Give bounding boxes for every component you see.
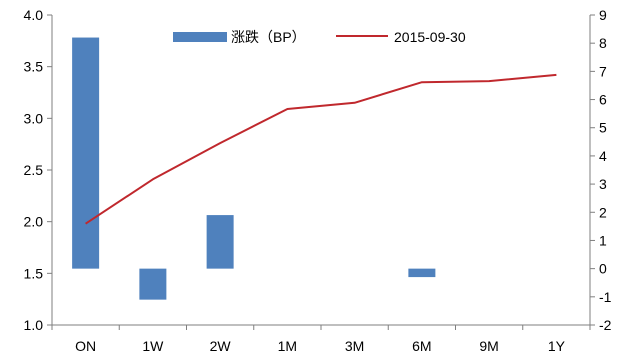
right-tick-label: 6 [599, 92, 607, 108]
legend-bar-label: 涨跌（BP） [231, 29, 306, 45]
chart-axes: 1.0 1.5 2.0 2.5 3.0 3.5 4.0 -2 -1 0 1 2 3 4 5 6 7 8 9 ON 1W 2… [24, 7, 612, 354]
x-tick-label: 9M [479, 338, 498, 354]
right-tick-label: 8 [599, 35, 607, 51]
bar [139, 268, 167, 300]
legend-line-label: 2015-09-30 [394, 29, 466, 45]
line-series-path [85, 73, 557, 225]
right-tick-label: -2 [599, 317, 612, 333]
right-tick-label: 3 [599, 176, 607, 192]
left-tick-label: 2.5 [24, 162, 44, 178]
line-series [85, 73, 557, 225]
bar [408, 268, 436, 278]
x-tick-label: 1Y [548, 338, 566, 354]
legend-bar-swatch [173, 32, 227, 42]
x-tick-label: 3M [345, 338, 364, 354]
right-tick-label: 9 [599, 7, 607, 23]
right-tick-label: -1 [599, 289, 612, 305]
x-tick-label: ON [75, 338, 96, 354]
left-tick-label: 4.0 [24, 7, 44, 23]
x-tick-label: 6M [412, 338, 431, 354]
left-tick-label: 1.0 [24, 317, 44, 333]
left-tick-label: 3.5 [24, 59, 44, 75]
right-tick-label: 7 [599, 63, 607, 79]
left-tick-label: 3.0 [24, 110, 44, 126]
x-tick-label: 1W [142, 338, 164, 354]
chart-legend: 涨跌（BP） 2015-09-30 [173, 29, 466, 45]
bar [72, 37, 100, 269]
right-tick-label: 1 [599, 232, 607, 248]
right-tick-label: 0 [599, 261, 607, 277]
bar-series [72, 37, 436, 300]
bar [206, 215, 234, 269]
right-tick-label: 2 [599, 204, 607, 220]
left-tick-label: 2.0 [24, 214, 44, 230]
right-tick-label: 4 [599, 148, 607, 164]
x-tick-label: 2W [210, 338, 232, 354]
right-tick-label: 5 [599, 120, 607, 136]
x-tick-label: 1M [278, 338, 297, 354]
left-tick-label: 1.5 [24, 265, 44, 281]
